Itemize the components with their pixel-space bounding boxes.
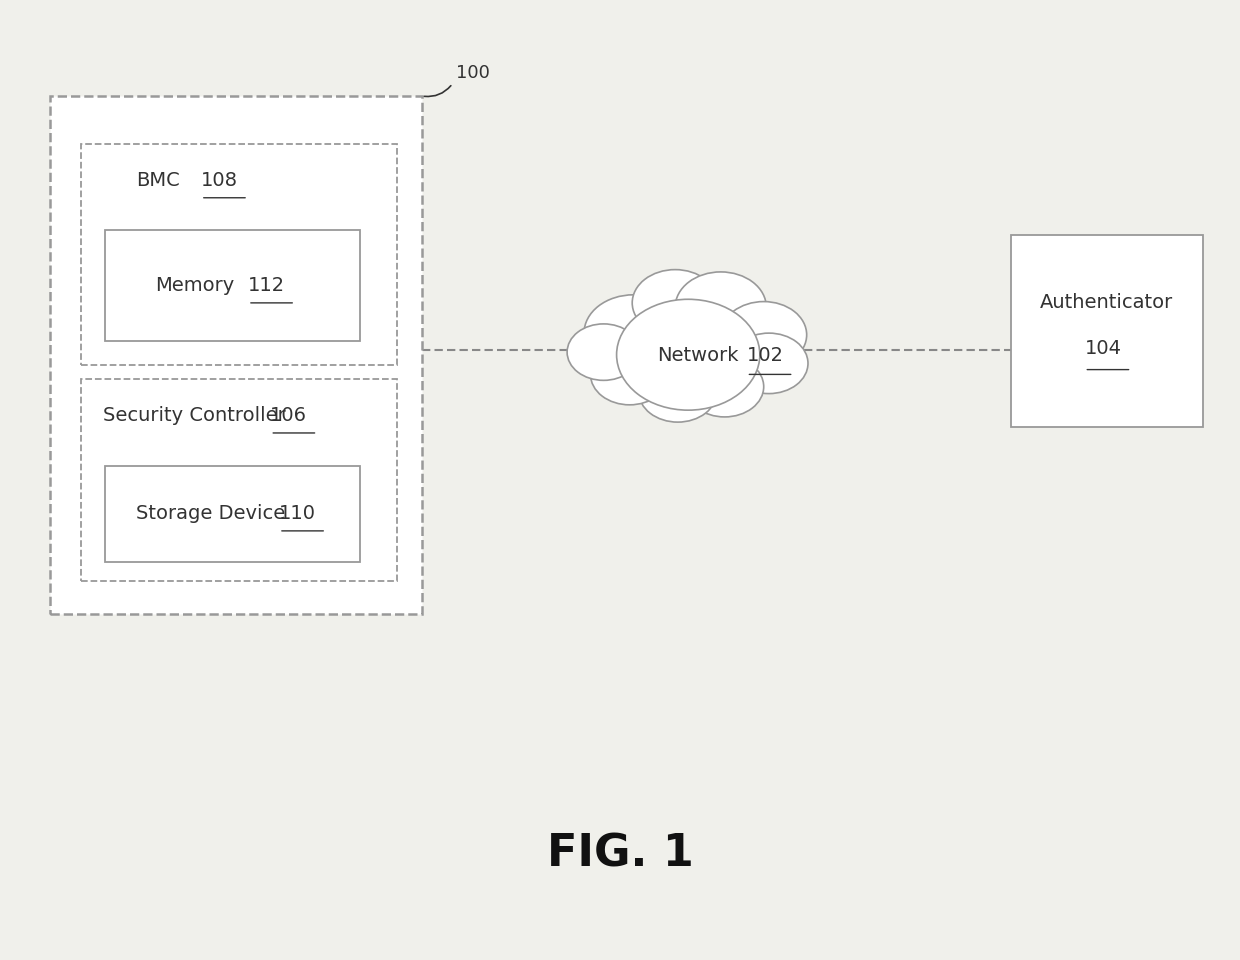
Text: 108: 108 (201, 171, 238, 190)
Circle shape (686, 356, 764, 417)
Circle shape (567, 324, 640, 380)
Text: FIG. 1: FIG. 1 (547, 833, 693, 876)
FancyBboxPatch shape (81, 379, 397, 581)
Text: BMC: BMC (136, 171, 180, 190)
Text: Authenticator: Authenticator (1040, 293, 1173, 312)
Circle shape (730, 333, 808, 394)
Text: 106: 106 (270, 406, 308, 425)
FancyBboxPatch shape (105, 466, 360, 562)
Text: 104: 104 (1084, 339, 1121, 358)
Circle shape (616, 300, 760, 410)
Text: Storage Device: Storage Device (136, 504, 285, 523)
Text: 112: 112 (248, 276, 285, 295)
Circle shape (632, 270, 718, 336)
Text: Security Controller: Security Controller (103, 406, 285, 425)
Text: 102: 102 (746, 346, 784, 365)
Text: Memory: Memory (155, 276, 234, 295)
FancyBboxPatch shape (81, 144, 397, 365)
Circle shape (720, 301, 807, 368)
Text: Network: Network (657, 346, 739, 365)
FancyBboxPatch shape (105, 230, 360, 341)
Circle shape (584, 295, 683, 372)
Circle shape (675, 272, 766, 343)
Circle shape (639, 362, 717, 422)
Text: 100: 100 (456, 63, 490, 82)
FancyBboxPatch shape (50, 96, 422, 614)
Circle shape (590, 345, 668, 405)
Text: 110: 110 (279, 504, 316, 523)
FancyBboxPatch shape (1011, 235, 1203, 427)
